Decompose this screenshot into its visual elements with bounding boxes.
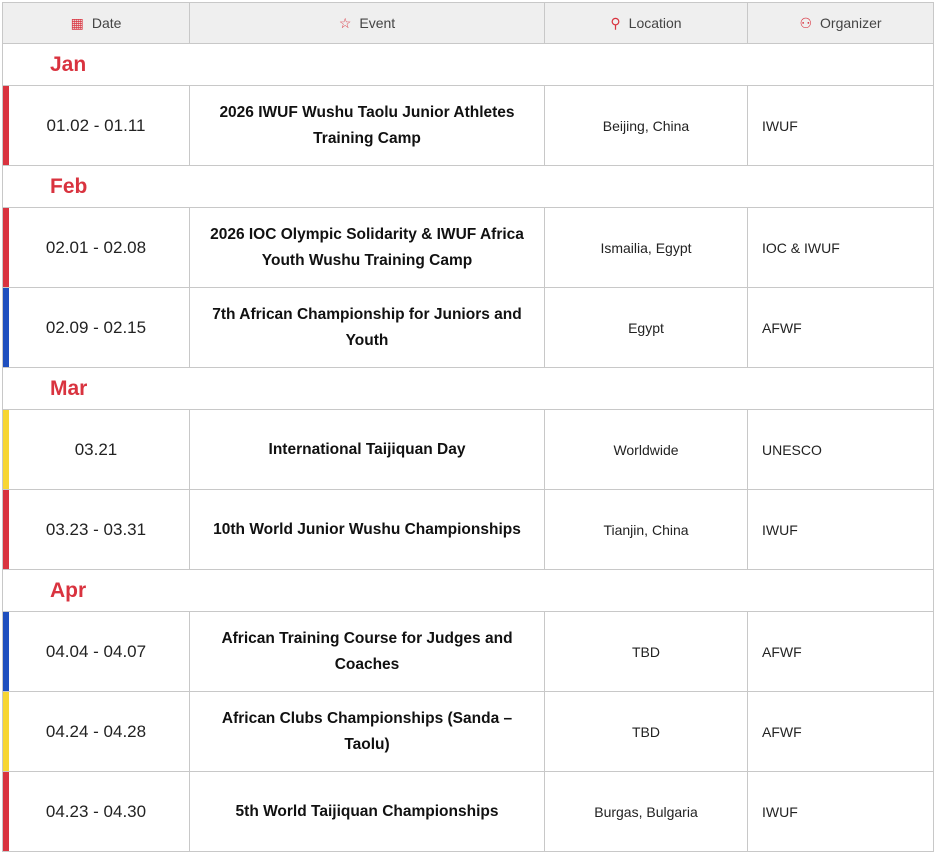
event-cell: African Training Course for Judges and C…	[189, 611, 545, 692]
header-organizer: ⚇ Organizer	[747, 2, 934, 44]
date-cell: 02.09 - 02.15	[2, 287, 190, 368]
month-label: Feb	[2, 165, 934, 208]
header-row: ▦ Date ☆ Event ⚲ Location ⚇ Organizer	[2, 2, 934, 44]
category-stripe	[3, 410, 9, 489]
event-cell: 7th African Championship for Juniors and…	[189, 287, 545, 368]
star-icon: ☆	[338, 14, 352, 31]
category-stripe	[3, 692, 9, 771]
people-icon: ⚇	[799, 14, 813, 31]
organizer-cell: IWUF	[747, 85, 934, 166]
organizer-cell: AFWF	[747, 611, 934, 692]
month-row: Mar	[2, 367, 934, 410]
date-text: 02.01 - 02.08	[45, 237, 147, 257]
month-label: Apr	[2, 569, 934, 612]
organizer-cell: IWUF	[747, 489, 934, 570]
date-cell: 02.01 - 02.08	[2, 207, 190, 288]
location-cell: Beijing, China	[544, 85, 748, 166]
table-row: 04.23 - 04.30 5th World Taijiquan Champio…	[2, 771, 934, 852]
event-cell: 2026 IOC Olympic Solidarity & IWUF Afric…	[189, 207, 545, 288]
table-row: 02.01 - 02.08 2026 IOC Olympic Solidarity…	[2, 207, 934, 288]
date-text: 03.23 - 03.31	[45, 519, 147, 539]
map-pin-icon: ⚲	[610, 14, 621, 31]
date-cell: 04.24 - 04.28	[2, 691, 190, 772]
organizer-cell: IOC & IWUF	[747, 207, 934, 288]
date-cell: 01.02 - 01.11	[2, 85, 190, 166]
category-stripe	[3, 288, 9, 367]
date-text: 04.24 - 04.28	[45, 721, 147, 741]
event-cell: 5th World Taijiquan Championships	[189, 771, 545, 852]
header-location: ⚲ Location	[544, 2, 748, 44]
month-label: Mar	[2, 367, 934, 410]
organizer-cell: AFWF	[747, 287, 934, 368]
date-cell: 04.23 - 04.30	[2, 771, 190, 852]
date-cell: 04.04 - 04.07	[2, 611, 190, 692]
location-cell: Tianjin, China	[544, 489, 748, 570]
location-cell: Burgas, Bulgaria	[544, 771, 748, 852]
location-cell: TBD	[544, 611, 748, 692]
date-text: 04.23 - 04.30	[45, 801, 147, 821]
location-cell: Worldwide	[544, 409, 748, 490]
location-cell: Egypt	[544, 287, 748, 368]
event-cell: 2026 IWUF Wushu Taolu Junior Athletes Tr…	[189, 85, 545, 166]
month-row: Feb	[2, 165, 934, 208]
calendar-icon: ▦	[70, 14, 84, 31]
table-row: 03.23 - 03.31 10th World Junior Wushu Cha…	[2, 489, 934, 570]
location-cell: Ismailia, Egypt	[544, 207, 748, 288]
date-cell: 03.23 - 03.31	[2, 489, 190, 570]
header-date: ▦ Date	[2, 2, 190, 44]
date-text: 04.04 - 04.07	[45, 641, 147, 661]
location-cell: TBD	[544, 691, 748, 772]
month-label: Jan	[2, 43, 934, 86]
organizer-cell: UNESCO	[747, 409, 934, 490]
organizer-cell: AFWF	[747, 691, 934, 772]
header-event: ☆ Event	[189, 2, 545, 44]
month-row: Jan	[2, 43, 934, 86]
date-text: 03.21	[74, 439, 118, 459]
category-stripe	[3, 772, 9, 851]
date-cell: 03.21	[2, 409, 190, 490]
category-stripe	[3, 86, 9, 165]
category-stripe	[3, 612, 9, 691]
table-row: 04.24 - 04.28 African Clubs Championships…	[2, 691, 934, 772]
month-row: Apr	[2, 569, 934, 612]
event-cell: International Taijiquan Day	[189, 409, 545, 490]
category-stripe	[3, 208, 9, 287]
date-text: 02.09 - 02.15	[45, 317, 147, 337]
category-stripe	[3, 490, 9, 569]
organizer-cell: IWUF	[747, 771, 934, 852]
event-cell: 10th World Junior Wushu Championships	[189, 489, 545, 570]
date-text: 01.02 - 01.11	[46, 115, 146, 135]
event-cell: African Clubs Championships (Sanda – Tao…	[189, 691, 545, 772]
table-row: 02.09 - 02.15 7th African Championship fo…	[2, 287, 934, 368]
table-row: 01.02 - 01.11 2026 IWUF Wushu Taolu Junio…	[2, 85, 934, 166]
table-row: 03.21 International Taijiquan Day Worldwid…	[2, 409, 934, 490]
table-row: 04.04 - 04.07 African Training Course for…	[2, 611, 934, 692]
